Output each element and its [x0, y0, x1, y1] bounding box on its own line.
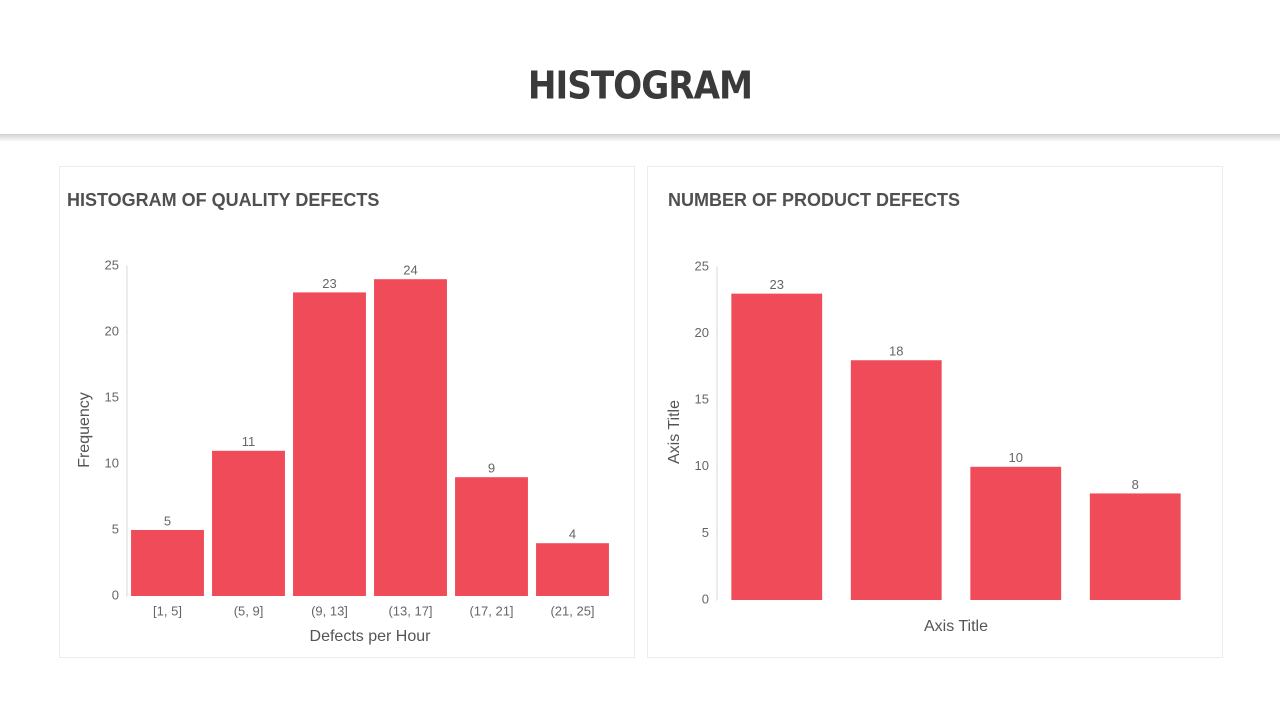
y-tick-label: 25: [105, 257, 119, 272]
data-label: 11: [242, 434, 256, 449]
bar: [131, 530, 204, 596]
data-label: 10: [1009, 450, 1023, 465]
y-tick-label: 15: [105, 389, 119, 404]
data-label: 8: [1132, 477, 1139, 492]
chart-title: HISTOGRAM OF QUALITY DEFECTS: [67, 190, 379, 210]
x-tick-label: (5, 9]: [234, 603, 264, 618]
data-label: 23: [322, 276, 336, 291]
y-tick-label: 0: [112, 587, 119, 602]
bar: [536, 543, 609, 596]
bar: [212, 450, 285, 596]
y-tick-label: 10: [105, 455, 119, 470]
bar: [731, 293, 823, 600]
x-axis-label: Axis Title: [924, 618, 988, 635]
x-tick-label: (21, 25]: [550, 603, 594, 618]
y-axis-label: Frequency: [76, 392, 93, 468]
data-label: 5: [164, 513, 171, 528]
x-tick-label: (13, 17]: [388, 603, 432, 618]
bar: [850, 360, 942, 600]
bar: [1089, 493, 1181, 600]
bar: [374, 279, 447, 596]
x-axis-label: Defects per Hour: [310, 628, 432, 645]
bar: [293, 292, 366, 596]
y-tick-label: 5: [112, 521, 119, 536]
data-label: 9: [488, 461, 495, 476]
data-label: 23: [770, 277, 784, 292]
y-tick-label: 25: [695, 258, 709, 273]
header-shadow: [0, 134, 1280, 142]
data-label: 18: [889, 344, 903, 359]
bar: [970, 466, 1062, 600]
y-tick-label: 15: [695, 392, 709, 407]
y-axis-label: Axis Title: [666, 400, 683, 464]
x-tick-label: (9, 13]: [311, 603, 348, 618]
data-label: 24: [403, 263, 417, 278]
y-tick-label: 10: [695, 458, 709, 473]
slide-title: HISTOGRAM: [528, 64, 752, 108]
chart-title: NUMBER OF PRODUCT DEFECTS: [668, 190, 960, 210]
y-tick-label: 0: [702, 591, 709, 606]
y-tick-label: 20: [695, 325, 709, 340]
x-tick-label: (17, 21]: [469, 603, 513, 618]
bar: [455, 477, 528, 596]
x-tick-label: [1, 5]: [153, 603, 182, 618]
y-tick-label: 20: [105, 323, 119, 338]
y-tick-label: 5: [702, 525, 709, 540]
header: [0, 0, 1280, 134]
data-label: 4: [569, 527, 576, 542]
